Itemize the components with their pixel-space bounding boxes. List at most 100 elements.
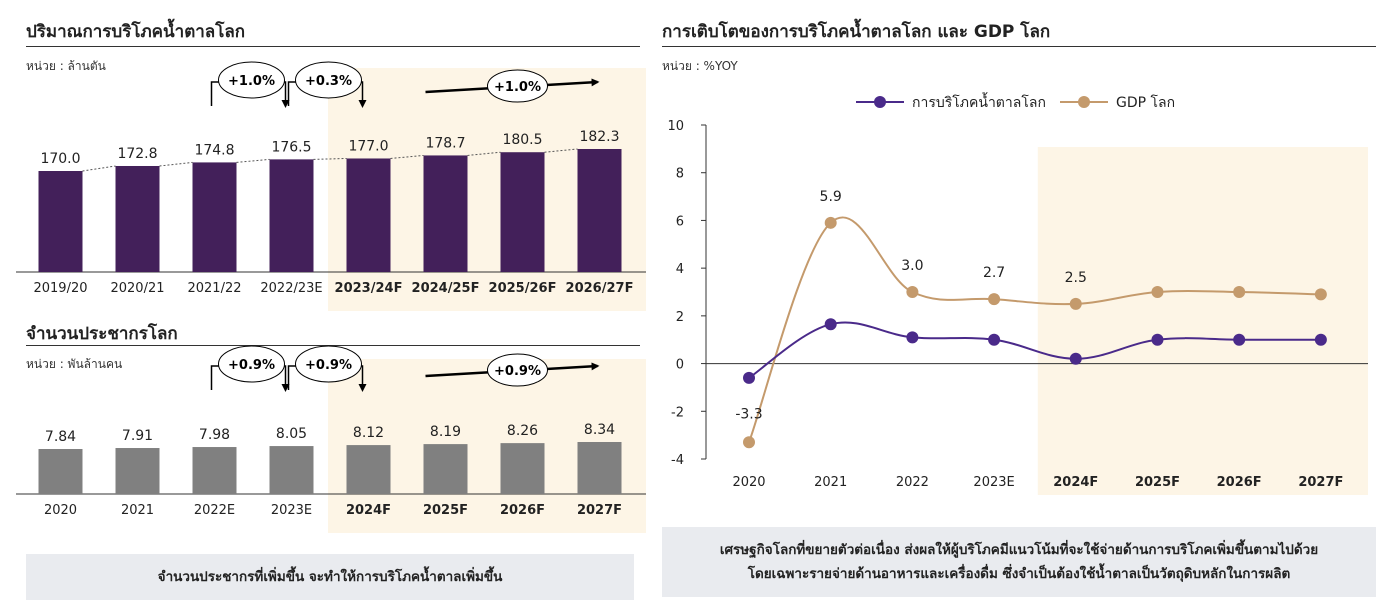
- trend-dash: [544, 148, 578, 153]
- point-sugar-2027F: [1314, 333, 1327, 346]
- value-label-2027F: 8.34: [584, 422, 615, 438]
- bar-2021: [115, 448, 160, 494]
- point-gdp-2021: [824, 216, 837, 229]
- point-gdp-2026F: [1233, 286, 1246, 298]
- bar-2020: [38, 449, 83, 494]
- x-tick-label-2021: 2021: [814, 475, 847, 490]
- bar-2024/25F: [423, 155, 468, 272]
- category-label-2020/21: 2020/21: [110, 281, 164, 296]
- point-sugar-2023E: [988, 333, 1001, 346]
- point-sugar-2022: [906, 331, 919, 344]
- category-label-2023E: 2023E: [271, 503, 312, 518]
- legend: การบริโภคน้ำตาลโลก GDP โลก: [856, 92, 1175, 111]
- growth-chart: -4 -2 0 2 4 6 8 10 2020 2021 2022 2023E 2024F 2025F 20…: [667, 92, 1368, 495]
- category-label-2021/22: 2021/22: [187, 281, 241, 296]
- trend-dash: [82, 165, 116, 172]
- growth-unit: หน่วย : %YOY: [662, 59, 738, 73]
- category-label-2021: 2021: [121, 503, 154, 518]
- value-label-2020: 7.84: [45, 429, 76, 445]
- y-tick-label: 10: [667, 119, 684, 134]
- growth-annotation: +0.9%: [228, 358, 275, 373]
- data-label-gdp-2020: -3.3: [735, 406, 762, 422]
- x-tick-label-2027F: 2027F: [1298, 475, 1343, 490]
- legend-swatch-dot: [874, 96, 886, 108]
- x-tick-label-2022: 2022: [896, 475, 929, 490]
- x-tick-label-2020: 2020: [732, 475, 765, 490]
- consumption-title: ปริมาณการบริโภคน้ำตาลโลก: [26, 22, 246, 42]
- value-label-2020/21: 172.8: [117, 146, 157, 162]
- value-label-2023/24F: 177.0: [348, 138, 388, 154]
- x-tick-label-2025F: 2025F: [1135, 475, 1180, 490]
- point-gdp-2027F: [1314, 288, 1327, 301]
- point-sugar-2020: [743, 371, 755, 384]
- population-title-rule: [26, 345, 640, 346]
- bar-2027F: [577, 442, 622, 494]
- growth-title: การเติบโตของการบริโภคน้ำตาลโลก และ GDP โ…: [662, 22, 1051, 42]
- point-sugar-2021: [824, 318, 837, 331]
- y-tick-label: 2: [676, 310, 684, 325]
- data-label-gdp-2023E: 2.7: [983, 265, 1005, 281]
- growth-bubble: [218, 61, 285, 99]
- point-gdp-2022: [906, 286, 919, 298]
- value-label-2021: 7.91: [122, 428, 153, 444]
- bar-2023/24F: [346, 158, 391, 272]
- y-tick-label: 6: [676, 214, 684, 229]
- consumption-chart: 170.0 2019/20 172.8 2020/21 174.8 2021/22 176.…: [16, 61, 646, 311]
- growth-annotation: +1.0%: [228, 74, 275, 89]
- bar-2023E: [269, 446, 314, 494]
- y-tick-label: 4: [676, 262, 684, 277]
- legend-swatch-dot: [1078, 96, 1090, 108]
- value-label-2025F: 8.19: [430, 424, 461, 440]
- growth-bubble: [487, 353, 548, 387]
- point-gdp-2023E: [988, 293, 1001, 306]
- growth-bubble: [487, 69, 548, 103]
- growth-note: เศรษฐกิจโลกที่ขยายตัวต่อเนื่อง ส่งผลให้ผ…: [662, 527, 1376, 597]
- x-tick-label-2026F: 2026F: [1217, 475, 1262, 490]
- point-sugar-2026F: [1233, 333, 1246, 346]
- category-label-2024/25F: 2024/25F: [412, 281, 480, 296]
- growth-bubble: [295, 61, 362, 99]
- population-chart: 7.84 2020 7.91 2021 7.98 2022E 8.05 2023E 8.12 20…: [16, 345, 646, 533]
- bar-2026F: [500, 443, 545, 494]
- bar-2025F: [423, 444, 468, 494]
- growth-bubble: [295, 345, 362, 383]
- data-label-gdp-2021: 5.9: [820, 189, 842, 205]
- legend-label: การบริโภคน้ำตาลโลก: [912, 92, 1046, 111]
- x-tick-label-2024F: 2024F: [1053, 475, 1098, 490]
- point-sugar-2024F: [1069, 352, 1082, 365]
- growth-annotation: +1.0%: [494, 80, 541, 95]
- category-label-2022E: 2022E: [194, 503, 235, 518]
- growth-bubble: [218, 345, 285, 383]
- y-tick-label: 8: [676, 167, 684, 182]
- population-title: จำนวนประชากรโลก: [26, 324, 178, 344]
- category-label-2027F: 2027F: [577, 503, 622, 518]
- y-tick-label: -2: [671, 405, 684, 420]
- bar-2021/22: [192, 162, 237, 272]
- consumption-unit: หน่วย : ล้านตัน: [26, 59, 106, 73]
- growth-annotation: +0.3%: [305, 74, 352, 89]
- category-label-2026F: 2026F: [500, 503, 545, 518]
- value-label-2026/27F: 182.3: [579, 129, 619, 145]
- category-label-2023/24F: 2023/24F: [335, 281, 403, 296]
- category-label-2024F: 2024F: [346, 503, 391, 518]
- bar-2019/20: [38, 171, 83, 272]
- growth-note-line2: โดยเฉพาะรายจ่ายด้านอาหารและเครื่องดื่ม ซ…: [747, 566, 1291, 582]
- category-label-2019/20: 2019/20: [33, 281, 87, 296]
- trend-dash: [390, 154, 424, 159]
- x-tick-label-2023E: 2023E: [973, 475, 1014, 490]
- value-label-2024/25F: 178.7: [425, 135, 465, 151]
- value-label-2024F: 8.12: [353, 425, 384, 441]
- trend-dash: [159, 161, 193, 167]
- value-label-2026F: 8.26: [507, 423, 538, 439]
- population-unit: หน่วย : พันล้านคน: [26, 357, 123, 371]
- trend-dash: [467, 151, 501, 156]
- bar-2022E: [192, 447, 237, 494]
- growth-note-line1: เศรษฐกิจโลกที่ขยายตัวต่อเนื่อง ส่งผลให้ผ…: [719, 542, 1319, 558]
- consumption-title-rule: [26, 46, 640, 47]
- bar-2022/23E: [269, 159, 314, 272]
- growth-annotation: +0.9%: [494, 364, 541, 379]
- bar-2025/26F: [500, 152, 545, 272]
- population-note: จำนวนประชากรที่เพิ่มขึ้น จะทำให้การบริโภ…: [26, 554, 634, 600]
- category-label-2025/26F: 2025/26F: [489, 281, 557, 296]
